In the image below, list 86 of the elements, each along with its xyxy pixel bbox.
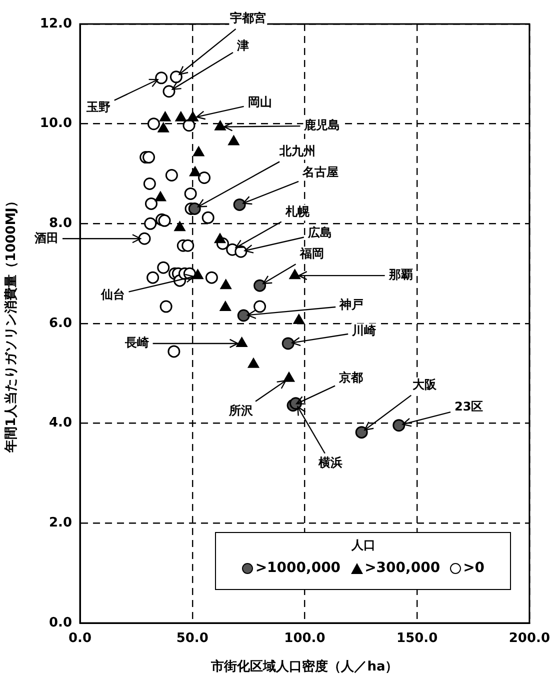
y-axis-title: 年間1人当たりガソリン消費量（1000MJ） — [4, 194, 20, 454]
point — [190, 166, 201, 176]
point — [202, 211, 214, 224]
point — [254, 279, 266, 292]
annotation: 大阪 — [412, 377, 438, 392]
y-tick-label: 10.0 — [40, 116, 72, 132]
point — [175, 112, 186, 122]
y-tick-label: 4.0 — [48, 416, 72, 431]
y-tick-label: 12.0 — [40, 16, 72, 32]
x-axis-title: 市街化区域人口密度（人／ha） — [210, 658, 398, 675]
annotation: 仙台 — [100, 288, 125, 302]
annotation: 京都 — [338, 370, 364, 384]
point — [214, 120, 226, 130]
x-tick-label: 0.0 — [68, 631, 92, 646]
point — [228, 136, 240, 146]
point — [236, 337, 248, 347]
annotation: 23区 — [454, 399, 484, 414]
annotation: 川崎 — [351, 324, 376, 338]
x-tick-label: 150.0 — [396, 631, 438, 646]
y-tick-label: 6.0 — [48, 316, 72, 331]
annotation: 名古屋 — [302, 164, 339, 179]
point — [160, 300, 172, 313]
annotation: 津 — [236, 38, 249, 53]
point — [289, 269, 300, 280]
point — [162, 85, 176, 98]
y-tick-label: 2.0 — [48, 516, 72, 531]
legend-label: >0 — [463, 560, 485, 576]
point — [142, 151, 156, 164]
point — [155, 72, 168, 84]
point — [220, 301, 231, 312]
point — [282, 337, 294, 350]
point — [182, 239, 194, 252]
point — [248, 358, 259, 368]
point — [193, 146, 204, 156]
annotation: 宇都宮 — [230, 11, 266, 26]
point — [157, 261, 170, 274]
annotation: 那覇 — [388, 268, 413, 282]
point — [233, 198, 246, 211]
x-tick-label: 200.0 — [508, 631, 550, 646]
point — [293, 314, 304, 324]
point — [143, 177, 156, 190]
point — [184, 187, 197, 200]
point — [170, 70, 182, 84]
point — [146, 271, 160, 284]
point — [154, 191, 166, 202]
annotation: 所沢 — [228, 404, 254, 418]
point — [254, 300, 266, 313]
point — [138, 232, 151, 245]
point — [214, 233, 226, 244]
annotation: 福岡 — [298, 246, 324, 261]
point — [188, 202, 201, 215]
point — [187, 112, 198, 122]
point — [168, 345, 180, 358]
point — [158, 214, 171, 227]
annotation: 長崎 — [124, 336, 149, 350]
legend-title: 人口 — [350, 537, 376, 554]
annotation: 神戸 — [338, 298, 364, 312]
legend-label: >300,000 — [364, 560, 440, 576]
point — [147, 118, 160, 130]
point — [165, 169, 178, 182]
x-tick-label: 50.0 — [176, 631, 208, 646]
annotation: 札幌 — [284, 204, 310, 219]
point — [237, 309, 250, 322]
annotation: 玉野 — [85, 100, 110, 114]
annotation: 酒田 — [33, 230, 58, 245]
point — [205, 271, 218, 284]
point — [220, 279, 232, 290]
annotation: 横浜 — [318, 455, 343, 470]
point — [144, 217, 157, 230]
point — [144, 197, 158, 210]
legend-label: >1000,000 — [255, 560, 341, 576]
point — [158, 122, 169, 132]
point — [192, 269, 204, 280]
x-tick-label: 100.0 — [284, 631, 326, 646]
y-tick-label: 8.0 — [48, 216, 72, 232]
annotation: 鹿児島 — [303, 118, 340, 132]
point — [160, 112, 171, 122]
point — [198, 171, 211, 184]
point — [355, 426, 368, 439]
point — [283, 372, 295, 382]
annotation: 岡山 — [248, 94, 272, 109]
point — [392, 419, 406, 432]
annotation: 広島 — [306, 226, 332, 240]
y-tick-label: 0.0 — [48, 615, 72, 630]
point — [174, 221, 186, 232]
annotation: 北九州 — [278, 144, 316, 158]
